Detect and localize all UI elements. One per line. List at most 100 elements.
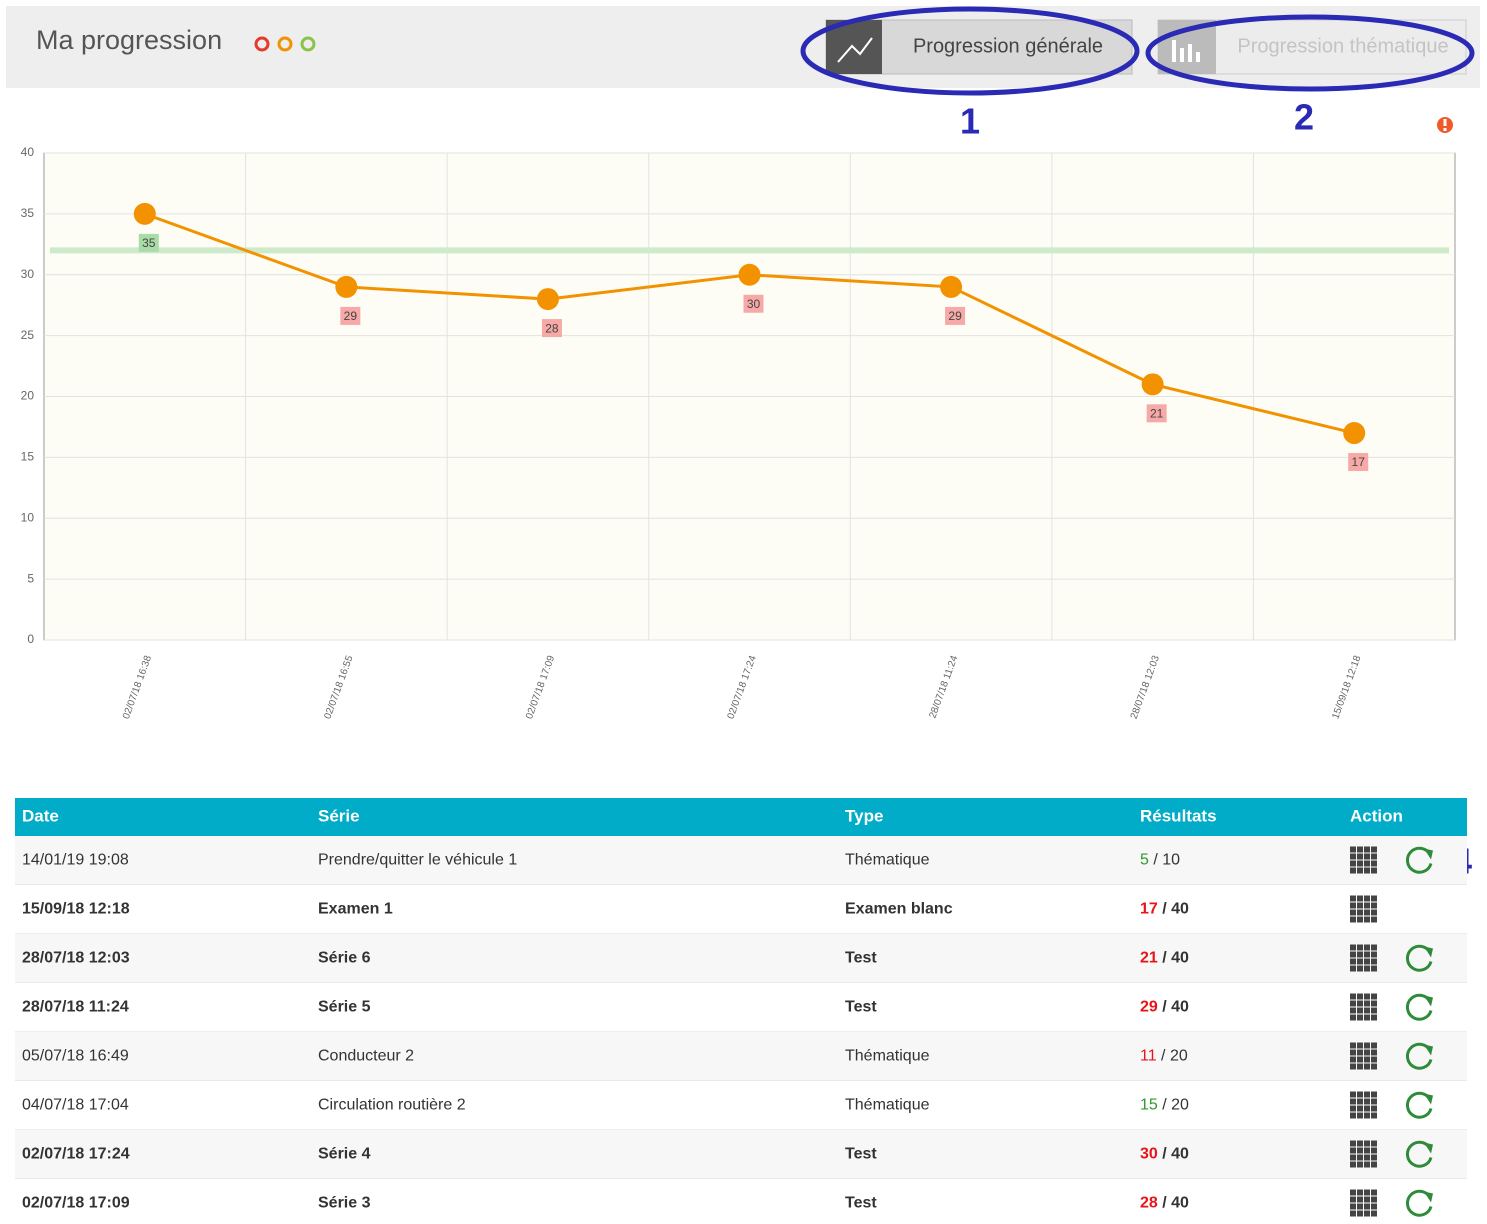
details-button[interactable] [1350, 944, 1377, 972]
y-tick-label: 30 [21, 267, 35, 281]
grid-icon-cell [1350, 1056, 1356, 1063]
data-label-bg [1146, 404, 1167, 423]
details-button[interactable] [1350, 846, 1377, 874]
replay-arrow [1424, 1093, 1433, 1105]
details-button[interactable] [1350, 1140, 1377, 1168]
grid-icon-cell [1350, 1154, 1356, 1161]
grid-icon-cell [1350, 853, 1356, 860]
total: 40 [1171, 950, 1189, 967]
bar-icon [1172, 40, 1200, 62]
cell-result: 30 / 40 [1140, 1146, 1189, 1163]
column-header: Action [1350, 806, 1403, 825]
button-general[interactable]: Progression générale [825, 19, 1133, 75]
grid-icon-cell [1371, 1014, 1377, 1021]
grid-icon-cell [1371, 1056, 1377, 1063]
score: 17 [1140, 901, 1158, 918]
cell-result: 5 / 10 [1140, 852, 1180, 869]
grid-icon-cell [1371, 1105, 1377, 1112]
grid-icon-cell [1357, 1161, 1363, 1168]
replay-arrow [1424, 946, 1433, 958]
cell-result: 29 / 40 [1140, 999, 1189, 1016]
x-tick-label: 28/07/18 11:24 [927, 654, 960, 720]
separator: / [1158, 1097, 1171, 1114]
replay-button[interactable] [1405, 993, 1433, 1021]
grid-icon-cell [1350, 1140, 1356, 1147]
total: 10 [1162, 852, 1180, 869]
grid-icon-cell [1371, 895, 1377, 902]
grid-icon-cell [1357, 993, 1363, 1000]
grid-icon-cell [1357, 1196, 1363, 1203]
table-row [15, 1130, 1467, 1179]
details-button[interactable] [1350, 993, 1377, 1021]
grid-icon-cell [1357, 1140, 1363, 1147]
separator: / [1158, 1195, 1171, 1212]
data-label-bg [1348, 453, 1369, 472]
grid-icon-cell [1364, 1056, 1370, 1063]
replay-button[interactable] [1405, 1140, 1433, 1168]
table-row [15, 1081, 1467, 1130]
grid-icon-cell [1350, 860, 1356, 867]
replay-button[interactable] [1405, 1189, 1433, 1217]
grid-icon-cell [1364, 1063, 1370, 1070]
replay-icon [1405, 1140, 1433, 1168]
replay-button[interactable] [1405, 1091, 1433, 1119]
cell-result: 15 / 20 [1140, 1097, 1189, 1114]
data-label: 28 [545, 321, 559, 335]
grid-icon-cell [1371, 1007, 1377, 1014]
grid-icon-cell [1364, 1105, 1370, 1112]
grid-icon-cell [1357, 895, 1363, 902]
cell-type: Test [845, 1195, 877, 1212]
cell-date: 02/07/18 17:24 [22, 1146, 130, 1163]
replay-button[interactable] [1405, 1042, 1433, 1070]
replay-button[interactable] [1405, 944, 1433, 972]
score: 5 [1140, 852, 1149, 869]
details-button[interactable] [1350, 1091, 1377, 1119]
grid-icon-cell [1350, 1014, 1356, 1021]
grid-icon-cell [1371, 1063, 1377, 1070]
button-label: Progression générale [913, 35, 1103, 57]
details-button[interactable] [1350, 1189, 1377, 1217]
results-table: Date Série Type Résultats Action 14/01/19 19:… [15, 798, 1467, 1224]
data-label-bg [340, 306, 361, 325]
grid-icon-cell [1364, 1098, 1370, 1105]
replay-button[interactable] [1405, 846, 1433, 874]
grid-icon-cell [1350, 1049, 1356, 1056]
grid-icon-cell [1371, 1112, 1377, 1119]
grid-icon-cell [1357, 965, 1363, 972]
separator: / [1157, 1048, 1170, 1065]
details-button[interactable] [1350, 895, 1377, 923]
grid-icon-cell [1371, 993, 1377, 1000]
grid-icon-cell [1371, 958, 1377, 965]
grid-icon-cell [1357, 1091, 1363, 1098]
grid-icon-cell [1371, 1161, 1377, 1168]
score: 28 [1140, 1195, 1158, 1212]
cell-type: Thématique [845, 1097, 930, 1114]
grid-icon-cell [1364, 909, 1370, 916]
replay-arrow [1424, 1142, 1433, 1154]
grid-icon-cell [1350, 1007, 1356, 1014]
separator: / [1158, 1146, 1171, 1163]
grid-icon-cell [1364, 1203, 1370, 1210]
x-tick-label: 02/07/18 17:09 [524, 654, 557, 721]
info-icon[interactable] [1437, 117, 1453, 133]
button-thematic[interactable]: Progression thématique [1157, 19, 1467, 75]
separator: / [1158, 999, 1171, 1016]
point [738, 263, 761, 286]
cell-type: Test [845, 950, 877, 967]
grid-icon-cell [1371, 902, 1377, 909]
grid-icon-cell [1364, 958, 1370, 965]
grid-icon-cell [1364, 944, 1370, 951]
cell-date: 02/07/18 17:09 [22, 1195, 130, 1212]
info-bar [1443, 119, 1447, 126]
grid-icon-cell [1350, 951, 1356, 958]
cell-result: 21 / 40 [1140, 950, 1189, 967]
grid-icon-cell [1364, 1196, 1370, 1203]
details-button[interactable] [1350, 1042, 1377, 1070]
replay-arrow [1424, 1044, 1433, 1056]
grid-icon-cell [1364, 1042, 1370, 1049]
grid-icon-cell [1364, 993, 1370, 1000]
x-tick-label: 02/07/18 16:38 [121, 654, 154, 721]
grid-icon-cell [1357, 1042, 1363, 1049]
annotation-ellipse [1145, 14, 1475, 92]
